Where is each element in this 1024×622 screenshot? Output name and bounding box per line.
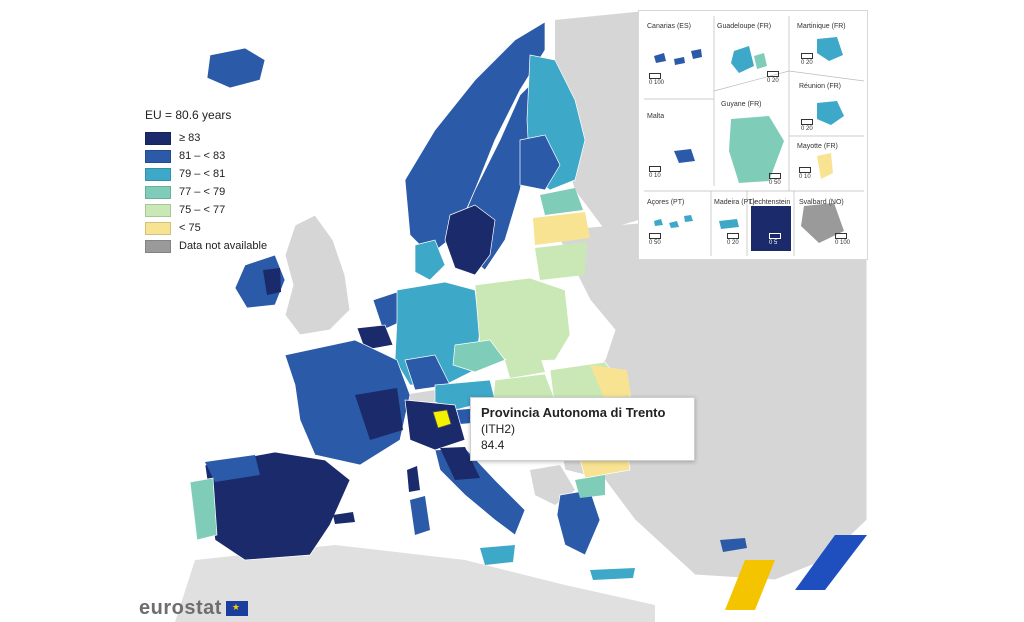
inset-label-madeira: Madeira (PT) (714, 199, 755, 206)
scale-guyane: 0 50 (769, 173, 783, 186)
inset-guyane[interactable] (729, 116, 784, 183)
iceland[interactable] (206, 47, 266, 89)
legend-swatch (145, 131, 171, 145)
inset-label-liechtenstein: Liechtenstein (749, 199, 791, 206)
tooltip-region-name: Provincia Autonoma di Trento (481, 405, 666, 420)
inset-label-guadeloupe: Guadeloupe (FR) (717, 23, 772, 30)
inset-label-mayotte: Mayotte (FR) (797, 143, 838, 150)
inset-martinique[interactable] (817, 37, 843, 61)
legend-swatch (145, 167, 171, 181)
scale-svalbard: 0 100 (835, 233, 850, 246)
greece[interactable] (556, 489, 601, 556)
inset-acores[interactable] (654, 215, 693, 228)
tooltip-region-code: (ITH2) (481, 422, 515, 436)
legend-label: 79 – < 81 (179, 168, 226, 180)
legend-label: ≥ 83 (179, 132, 201, 144)
legend-title: EU = 80.6 years (145, 108, 232, 122)
inset-svalbard[interactable] (801, 203, 844, 243)
inset-malta[interactable] (674, 149, 695, 163)
legend-swatch (145, 239, 171, 253)
legend-label: Data not available (179, 240, 268, 252)
legend-row-81-83: 81 – < 83 (145, 148, 267, 164)
inset-liechtenstein[interactable] (751, 206, 791, 251)
choropleth-map (175, 10, 867, 622)
inset-guadeloupe[interactable] (731, 46, 754, 73)
scale-guadeloupe: 0 20 (767, 71, 781, 84)
scale-liechtenstein: 0 5 (769, 233, 783, 246)
cyprus[interactable] (720, 538, 747, 552)
legend-row-79-81: 79 – < 81 (145, 166, 267, 182)
finland-south[interactable] (519, 134, 561, 191)
inset-label-guyane: Guyane (FR) (721, 101, 762, 108)
legend-label: 75 – < 77 (179, 204, 226, 216)
inset-grid (644, 16, 865, 256)
uk[interactable] (284, 214, 351, 336)
trento-highlight[interactable] (432, 409, 452, 429)
scale-malta: 0 10 (649, 166, 663, 179)
balearic[interactable] (333, 512, 355, 524)
legend-label: 77 – < 79 (179, 186, 226, 198)
inset-label-acores: Açores (PT) (647, 199, 685, 206)
scale-mayotte: 0 10 (799, 167, 813, 180)
eu-flag-icon (225, 601, 248, 616)
inset-mayotte[interactable] (817, 153, 833, 179)
slovakia[interactable] (505, 356, 545, 378)
lithuania[interactable] (535, 242, 587, 280)
legend-row-lt75: < 75 (145, 220, 267, 236)
scale-madeira: 0 20 (727, 233, 741, 246)
legend-swatch (145, 149, 171, 163)
eurostat-logo: eurostat (139, 597, 248, 620)
inset-guadeloupe-b[interactable] (754, 53, 767, 69)
france-east[interactable] (355, 388, 403, 440)
corsica[interactable] (407, 466, 420, 492)
legend-row-75-77: 75 – < 77 (145, 202, 267, 218)
ribbon-blue (795, 535, 867, 590)
italy-north[interactable] (404, 399, 466, 451)
sicily[interactable] (480, 545, 515, 565)
legend-row-ge83: ≥ 83 (145, 130, 267, 146)
crete[interactable] (590, 568, 635, 580)
romania-east[interactable] (590, 365, 631, 400)
inset-madeira[interactable] (719, 219, 739, 229)
estonia[interactable] (540, 188, 583, 215)
ireland[interactable] (234, 254, 286, 309)
inset-label-martinique: Martinique (FR) (797, 23, 846, 30)
greece-east[interactable] (575, 475, 605, 498)
legend-label: 81 – < 83 (179, 150, 226, 162)
spain-north[interactable] (205, 455, 260, 482)
scale-acores: 0 50 (649, 233, 663, 246)
region-tooltip: Provincia Autonoma di Trento (ITH2) 84.4 (470, 397, 695, 461)
sardinia[interactable] (410, 496, 430, 535)
legend-swatch (145, 185, 171, 199)
legend-row-77-79: 77 – < 79 (145, 184, 267, 200)
logo-text: eurostat (139, 597, 222, 619)
inset-label-reunion: Réunion (FR) (799, 83, 842, 90)
inset-label-svalbard: Svalbard (NO) (799, 199, 844, 206)
inset-canarias[interactable] (654, 49, 702, 65)
legend: EU = 80.6 years ≥ 83 81 – < 83 79 – < 81… (145, 108, 267, 256)
legend-swatch (145, 203, 171, 217)
sweden-south[interactable] (444, 204, 496, 276)
czechia[interactable] (452, 339, 506, 373)
belgium[interactable] (356, 324, 394, 351)
tooltip-region-value: 84.4 (481, 438, 505, 452)
inset-reunion[interactable] (817, 101, 844, 125)
inset-label-malta: Malta (647, 113, 665, 120)
scale-reunion: 0 20 (801, 119, 815, 132)
inset-panel: Canarias (ES) Guadeloupe (FR) Martinique… (638, 10, 868, 260)
inset-label-canarias: Canarias (ES) (647, 23, 691, 30)
legend-row-nodata: Data not available (145, 238, 267, 254)
ribbon-yellow (725, 560, 775, 610)
scale-canarias: 0 100 (649, 73, 664, 86)
legend-label: < 75 (179, 222, 201, 234)
legend-swatch (145, 221, 171, 235)
scale-martinique: 0 20 (801, 53, 815, 66)
north-africa (175, 545, 655, 622)
denmark[interactable] (414, 239, 446, 281)
italy-central[interactable] (440, 447, 480, 480)
portugal[interactable] (189, 477, 218, 541)
latvia[interactable] (533, 212, 590, 245)
ireland-east[interactable] (263, 268, 281, 295)
